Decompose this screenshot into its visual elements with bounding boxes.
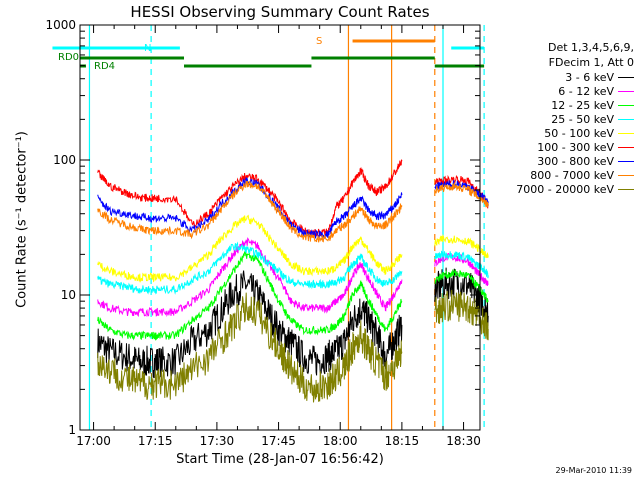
legend-entry-6: 300 - 800 keV (486, 154, 634, 168)
series-2-segment-0 (97, 251, 403, 341)
legend-label: 50 - 100 keV (544, 126, 614, 140)
track-label-s: S (316, 36, 322, 47)
legend-label: 25 - 50 keV (551, 112, 614, 126)
legend-entry-3: 25 - 50 keV (486, 112, 634, 126)
x-tick-label-2: 17:30 (200, 434, 235, 448)
legend-entry-4: 50 - 100 keV (486, 126, 634, 140)
legend-label: 12 - 25 keV (551, 98, 614, 112)
legend-swatch (618, 174, 634, 176)
series-3 (97, 241, 489, 295)
series-5-segment-0 (97, 159, 403, 237)
series-2-segment-1 (434, 269, 489, 303)
y-tick-label-3: 1000 (45, 18, 76, 32)
legend-entry-5: 100 - 300 keV (486, 140, 634, 154)
legend-entry-0: 3 - 6 keV (486, 70, 634, 84)
legend-swatch (618, 104, 634, 106)
x-tick-label-5: 18:15 (385, 434, 420, 448)
legend-entry-2: 12 - 25 keV (486, 98, 634, 112)
series-6-segment-0 (97, 177, 403, 239)
legend-swatch (618, 132, 634, 134)
series-8-segment-1 (434, 289, 489, 341)
series-7 (97, 180, 489, 243)
legend-swatch (618, 146, 634, 148)
legend-label: 100 - 300 keV (537, 140, 614, 154)
chart-title: HESSI Observing Summary Count Rates (130, 3, 430, 21)
attenuator-track-layer: RD0 RD4 N S (52, 36, 485, 72)
series-3-segment-0 (97, 241, 403, 295)
x-tick-label-6: 18:30 (446, 434, 481, 448)
legend-label: 7000 - 20000 keV (516, 182, 614, 196)
legend-label: 3 - 6 keV (565, 70, 614, 84)
series-2 (97, 251, 489, 341)
y-axis-label: Count Rate (s⁻¹ detector⁻¹) (14, 131, 30, 308)
legend-label: 800 - 7000 keV (530, 168, 614, 182)
legend-header-line-1: Det 1,3,4,5,6,9, (547, 41, 634, 54)
series-4-segment-1 (434, 234, 489, 258)
legend-swatch (618, 118, 634, 120)
legend-entry-7: 800 - 7000 keV (486, 168, 634, 182)
track-label-rd0: RD0 (58, 52, 79, 63)
legend-swatch (618, 188, 634, 190)
legend: Det 1,3,4,5,6,9, FDecim 1, Att 0 3 - 6 k… (486, 40, 634, 196)
series-layer (97, 159, 489, 403)
track-label-n: N (144, 43, 151, 54)
series-3-segment-1 (434, 250, 489, 279)
legend-header-line-2: FDecim 1, Att 0 (548, 56, 634, 69)
y-tick-label-1: 10 (61, 288, 76, 302)
x-tick-label-3: 17:45 (261, 434, 296, 448)
render-timestamp: 29-Mar-2010 11:39 (555, 466, 633, 475)
legend-entry-1: 6 - 12 keV (486, 84, 634, 98)
series-7-segment-1 (434, 182, 489, 208)
legend-entries: 3 - 6 keV 6 - 12 keV 12 - 25 keV 25 - 50 ke… (486, 70, 634, 196)
series-4 (97, 214, 489, 284)
legend-entry-8: 7000 - 20000 keV (486, 182, 634, 196)
series-1-segment-0 (97, 237, 403, 317)
series-0-segment-0 (97, 270, 403, 379)
series-8-segment-0 (97, 292, 403, 403)
series-7-segment-0 (97, 180, 403, 243)
x-tick-label-4: 18:00 (323, 434, 358, 448)
legend-label: 6 - 12 keV (558, 84, 614, 98)
plot-frame (79, 24, 481, 431)
y-tick-label-2: 100 (53, 153, 76, 167)
axes-layer: 17:00 17:15 17:30 17:45 18:00 18:15 18:30 1 10 10… (45, 18, 480, 448)
y-tick-label-0: 1 (68, 423, 76, 437)
x-tick-label-0: 17:00 (76, 434, 111, 448)
series-8 (97, 289, 489, 403)
track-label-rd4: RD4 (94, 61, 115, 72)
legend-swatch (618, 76, 634, 78)
legend-swatch (618, 90, 634, 92)
series-6 (97, 177, 489, 239)
series-0 (97, 267, 489, 379)
legend-label: 300 - 800 keV (537, 154, 614, 168)
x-axis-label: Start Time (28-Jan-07 16:56:42) (176, 452, 384, 467)
legend-swatch (618, 160, 634, 162)
series-0-segment-1 (434, 267, 489, 327)
series-4-segment-0 (97, 214, 403, 284)
x-tick-label-1: 17:15 (138, 434, 173, 448)
